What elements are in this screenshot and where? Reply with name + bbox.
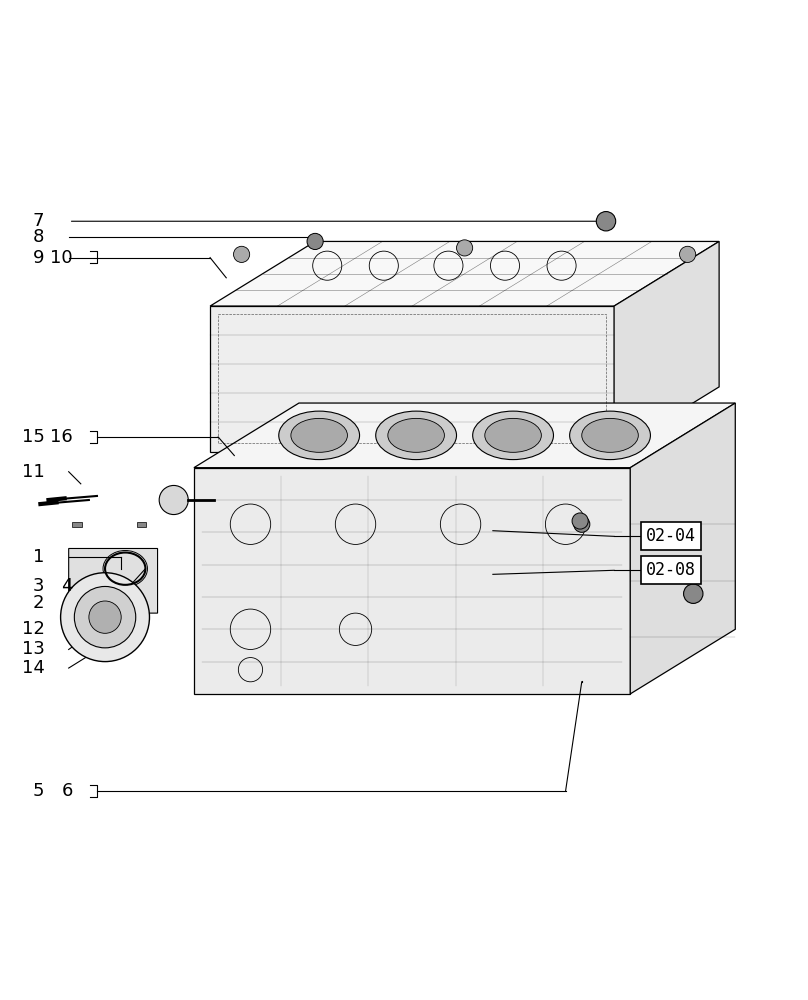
- Polygon shape: [210, 241, 719, 306]
- Text: 4: 4: [61, 577, 73, 595]
- Ellipse shape: [582, 418, 638, 452]
- Circle shape: [684, 584, 703, 603]
- Ellipse shape: [388, 418, 444, 452]
- Circle shape: [89, 601, 121, 633]
- Polygon shape: [630, 403, 735, 694]
- Polygon shape: [194, 403, 735, 468]
- Polygon shape: [69, 548, 158, 629]
- Text: 1: 1: [33, 548, 44, 566]
- Ellipse shape: [570, 411, 650, 460]
- Text: 11: 11: [22, 463, 44, 481]
- Text: 7: 7: [33, 212, 44, 230]
- Ellipse shape: [279, 411, 360, 460]
- Text: 8: 8: [33, 228, 44, 246]
- Text: 02-08: 02-08: [646, 561, 696, 579]
- Ellipse shape: [291, 418, 347, 452]
- Bar: [137, 522, 146, 527]
- Circle shape: [234, 246, 250, 262]
- Text: 12: 12: [22, 620, 44, 638]
- Text: 15: 15: [22, 428, 44, 446]
- Circle shape: [61, 573, 149, 662]
- Text: 10: 10: [50, 249, 73, 267]
- Text: 16: 16: [50, 428, 73, 446]
- Polygon shape: [210, 306, 614, 452]
- Circle shape: [680, 246, 696, 262]
- Ellipse shape: [485, 418, 541, 452]
- Text: 3: 3: [33, 577, 44, 595]
- Text: 9: 9: [33, 249, 44, 267]
- Circle shape: [574, 516, 590, 532]
- Ellipse shape: [473, 411, 553, 460]
- Circle shape: [307, 233, 323, 250]
- Polygon shape: [614, 241, 719, 452]
- Circle shape: [74, 586, 136, 648]
- Ellipse shape: [376, 411, 457, 460]
- Circle shape: [596, 212, 616, 231]
- Circle shape: [572, 513, 588, 529]
- Text: 02-04: 02-04: [646, 527, 696, 545]
- Text: 13: 13: [22, 640, 44, 658]
- Circle shape: [159, 485, 188, 515]
- Circle shape: [457, 240, 473, 256]
- Bar: [72, 522, 82, 527]
- Text: 6: 6: [61, 782, 73, 800]
- Text: 2: 2: [33, 594, 44, 612]
- Polygon shape: [194, 468, 630, 694]
- Text: 5: 5: [33, 782, 44, 800]
- Text: 14: 14: [22, 659, 44, 677]
